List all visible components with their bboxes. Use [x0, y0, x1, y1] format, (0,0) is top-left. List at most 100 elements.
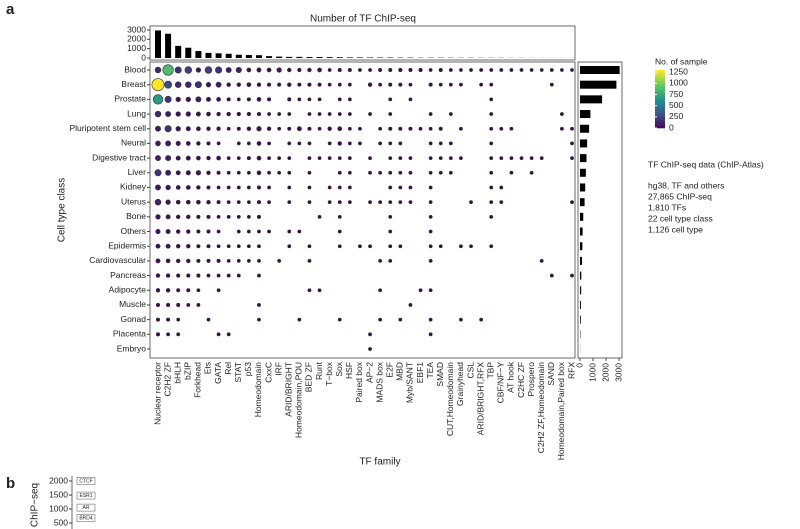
- dot: [175, 258, 181, 264]
- dot: [337, 67, 342, 73]
- dot: [438, 82, 443, 87]
- x-tick-label: p53: [243, 362, 253, 376]
- dot: [368, 244, 372, 249]
- dot: [459, 126, 463, 131]
- y-tick-label: Others: [120, 226, 146, 236]
- colorbar-step: [655, 70, 665, 73]
- x-tick-label: C2H2 ZF,Homeodomain: [536, 362, 546, 453]
- dot: [469, 200, 473, 205]
- dot: [236, 126, 241, 131]
- dot: [236, 229, 241, 234]
- dot: [418, 288, 423, 293]
- dot: [489, 214, 494, 219]
- dot: [570, 126, 574, 131]
- dot: [438, 244, 443, 249]
- bar: [580, 256, 582, 265]
- dot: [398, 82, 403, 87]
- dot: [226, 156, 231, 161]
- bar: [245, 55, 252, 58]
- dot: [438, 141, 443, 146]
- dot: [277, 258, 282, 263]
- bar: [235, 54, 242, 58]
- colorbar-step: [655, 79, 665, 82]
- x-tick-label: T−box: [324, 361, 334, 386]
- colorbar-step: [655, 97, 665, 100]
- label-box: [76, 491, 96, 500]
- dot: [428, 156, 433, 161]
- dot: [287, 156, 292, 161]
- colorbar-step: [655, 73, 665, 77]
- x-tick-label: GATA: [213, 362, 223, 384]
- colorbar-step: [655, 106, 665, 109]
- dot: [186, 214, 191, 220]
- dot: [489, 185, 494, 190]
- dot: [216, 273, 221, 278]
- dot: [267, 229, 271, 234]
- dot: [206, 111, 211, 117]
- dot: [166, 317, 171, 322]
- dot: [347, 200, 352, 205]
- note-line: 1,126 cell type: [648, 224, 703, 234]
- dot: [236, 258, 241, 263]
- y-tick-label: Lung: [127, 108, 146, 118]
- dot: [317, 97, 322, 102]
- legend-title: No. of sample: [655, 56, 708, 66]
- bar: [356, 57, 363, 58]
- label-box: [76, 477, 96, 485]
- dot: [246, 126, 252, 131]
- point-label: ESR1: [79, 493, 92, 499]
- dot: [317, 112, 322, 116]
- y-tick-label: Liver: [128, 167, 147, 177]
- dot: [155, 140, 161, 147]
- bar: [225, 53, 232, 58]
- dot: [307, 141, 312, 146]
- y-tick-label: Prostate: [114, 94, 146, 104]
- y-tick-label: Uterus: [121, 196, 146, 206]
- dot: [459, 244, 463, 249]
- dot: [307, 244, 312, 249]
- dot: [307, 112, 312, 116]
- colorbar-step: [655, 110, 665, 113]
- bar: [580, 242, 583, 251]
- dot: [438, 170, 443, 175]
- dot: [307, 67, 312, 73]
- dot: [246, 141, 251, 146]
- x-tick-label: Rel: [223, 362, 233, 375]
- dot: [174, 81, 182, 88]
- y-tick-label: Digestive tract: [92, 152, 146, 162]
- y-tick-label: Placenta: [113, 329, 146, 339]
- dot: [204, 66, 213, 74]
- dot: [216, 332, 221, 337]
- dot: [196, 244, 201, 249]
- dot: [165, 199, 171, 205]
- bar: [286, 56, 293, 58]
- dot: [327, 156, 332, 161]
- dot: [479, 82, 484, 87]
- dot: [287, 170, 292, 175]
- dot: [358, 141, 362, 146]
- bar: [155, 30, 161, 58]
- dot: [408, 126, 413, 131]
- dot: [428, 258, 433, 263]
- dot: [570, 156, 574, 161]
- dot: [529, 68, 534, 72]
- dot: [307, 97, 312, 102]
- dot: [176, 288, 181, 293]
- dot: [297, 317, 302, 322]
- dot: [489, 244, 494, 249]
- dot: [570, 141, 574, 146]
- dot: [186, 229, 191, 234]
- bar: [580, 110, 591, 119]
- x-tick-label: C2H2 ZF: [162, 362, 172, 396]
- dot: [398, 244, 403, 249]
- note-line: hg38, TF and others: [648, 180, 724, 190]
- y-tick-label: 500: [54, 517, 68, 527]
- dot: [398, 170, 403, 175]
- dot: [337, 112, 342, 116]
- dot: [358, 68, 362, 72]
- dot: [266, 67, 272, 73]
- dot: [196, 273, 201, 278]
- colorbar-step: [655, 93, 665, 96]
- dot: [388, 97, 393, 102]
- dot: [529, 170, 534, 175]
